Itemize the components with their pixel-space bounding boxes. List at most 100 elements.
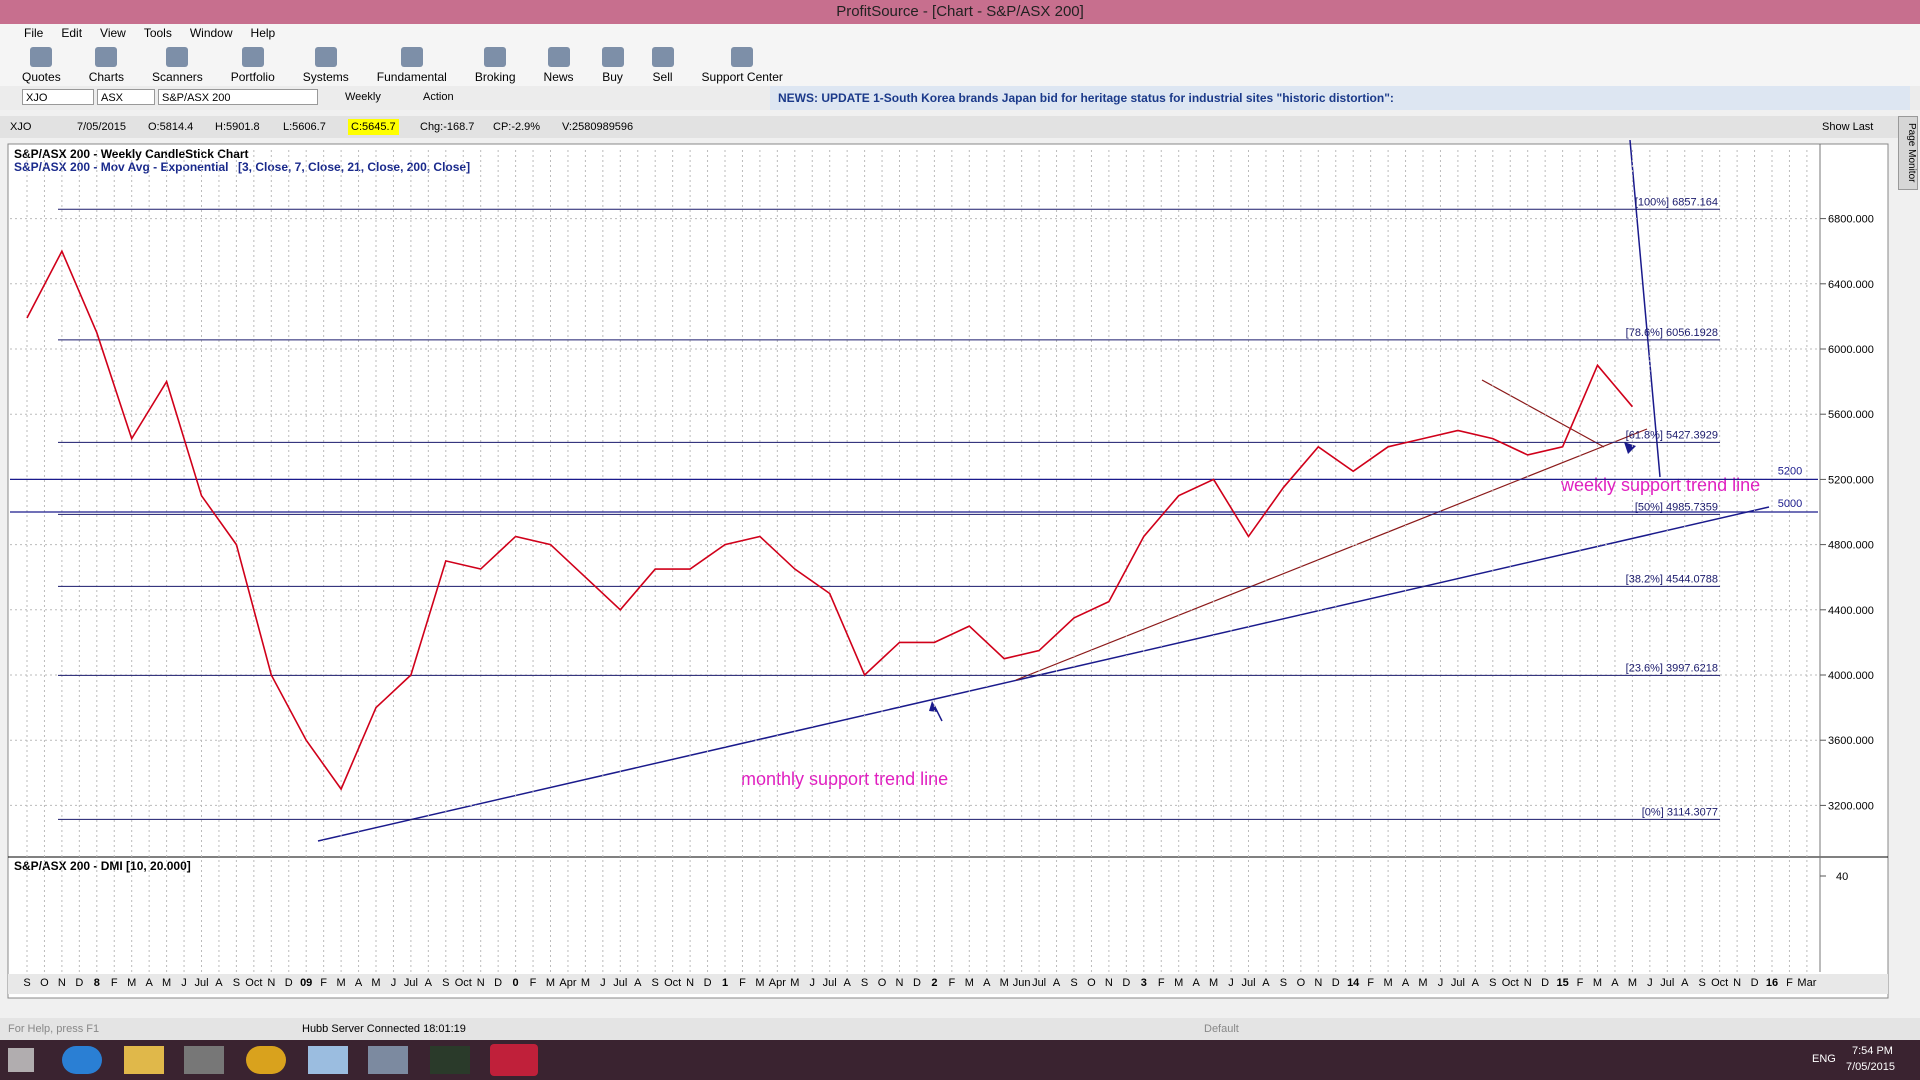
x-tick-label: O bbox=[40, 977, 49, 989]
app-icon[interactable] bbox=[184, 1046, 224, 1074]
app-icon[interactable] bbox=[246, 1046, 286, 1074]
x-tick-label: S bbox=[652, 977, 659, 989]
x-tick-label: 8 bbox=[94, 977, 100, 989]
menu-item[interactable]: Tools bbox=[143, 26, 172, 40]
x-tick-label: F bbox=[739, 977, 746, 989]
tool-label: Broking bbox=[474, 70, 516, 84]
x-tick-label: Jul bbox=[194, 977, 208, 989]
x-tick-label: A bbox=[1472, 977, 1480, 989]
menu-bar: File Edit View Tools Window Help bbox=[0, 24, 1920, 43]
x-tick-label: N bbox=[896, 977, 904, 989]
info-high: H:5901.8 bbox=[215, 121, 260, 133]
x-tick-label: M bbox=[1000, 977, 1009, 989]
tool-label: Support Center bbox=[701, 70, 783, 84]
tool-label: Buy bbox=[602, 70, 623, 84]
x-tick-label: Mar bbox=[1797, 977, 1816, 989]
fib-label: [0%] 3114.3077 bbox=[1642, 806, 1718, 818]
news-ticker[interactable]: NEWS: UPDATE 1-South Korea brands Japan … bbox=[770, 86, 1910, 110]
x-tick-label: D bbox=[913, 977, 921, 989]
x-tick-label: M bbox=[1628, 977, 1637, 989]
menu-item[interactable]: Edit bbox=[61, 26, 83, 40]
info-change: Chg:-168.7 bbox=[420, 121, 475, 133]
tool-icon bbox=[241, 47, 264, 67]
horizontal-label: 5000 bbox=[1778, 498, 1802, 510]
chart-title: S&P/ASX 200 - Weekly CandleStick Chart bbox=[14, 147, 249, 161]
scrollbar[interactable] bbox=[8, 974, 1888, 994]
toolbar-button[interactable]: Sell bbox=[638, 43, 688, 86]
action-menu[interactable]: Action bbox=[423, 91, 454, 103]
menu-item[interactable]: Window bbox=[189, 26, 233, 40]
x-tick-label: N bbox=[686, 977, 694, 989]
info-low: L:5606.7 bbox=[283, 121, 326, 133]
x-tick-label: O bbox=[878, 977, 887, 989]
x-tick-label: J bbox=[391, 977, 397, 989]
tool-label: Sell bbox=[652, 70, 673, 84]
app-icon[interactable] bbox=[62, 1046, 102, 1074]
x-tick-label: Jul bbox=[1032, 977, 1046, 989]
annotation: monthly support trend line bbox=[741, 769, 948, 789]
period-select[interactable]: Weekly bbox=[345, 91, 381, 103]
tool-label: Quotes bbox=[22, 70, 61, 84]
app-icon-active[interactable] bbox=[490, 1044, 538, 1076]
toolbar-button[interactable]: Systems bbox=[289, 43, 363, 86]
x-tick-label: D bbox=[494, 977, 502, 989]
y-tick-label: 6800.000 bbox=[1828, 214, 1874, 226]
tool-label: Fundamental bbox=[376, 70, 447, 84]
toolbar-button[interactable]: Support Center bbox=[688, 43, 797, 86]
menu-item[interactable]: View bbox=[100, 26, 126, 40]
toolbar-button[interactable]: News bbox=[530, 43, 588, 86]
toolbar-button[interactable]: Fundamental bbox=[363, 43, 461, 86]
x-tick-label: M bbox=[337, 977, 346, 989]
toolbar-button[interactable]: Quotes bbox=[8, 43, 75, 86]
status-server: Hubb Server Connected 18:01:19 bbox=[302, 1023, 466, 1035]
exchange-select[interactable]: ASX bbox=[97, 89, 155, 105]
x-tick-label: Oct bbox=[664, 977, 681, 989]
x-tick-label: J bbox=[600, 977, 606, 989]
toolbar-button[interactable]: Portfolio bbox=[217, 43, 289, 86]
info-change-pct: CP:-2.9% bbox=[493, 121, 541, 133]
app-icon[interactable] bbox=[308, 1046, 348, 1074]
x-tick-label: M bbox=[1209, 977, 1218, 989]
symbol-name: S&P/ASX 200 bbox=[158, 89, 318, 105]
x-tick-label: 0 bbox=[513, 977, 519, 989]
symbol-input[interactable]: XJO bbox=[22, 89, 94, 105]
info-close: C:5645.7 bbox=[348, 119, 399, 135]
x-tick-label: O bbox=[1297, 977, 1306, 989]
toolbar-button[interactable]: Charts bbox=[75, 43, 138, 86]
x-tick-label: Apr bbox=[769, 977, 786, 989]
x-tick-label: F bbox=[530, 977, 537, 989]
x-tick-label: M bbox=[965, 977, 974, 989]
tool-icon bbox=[547, 47, 570, 67]
indicator-tick-label: 40 bbox=[1836, 871, 1848, 883]
start-button[interactable] bbox=[8, 1048, 34, 1072]
app-icon[interactable] bbox=[124, 1046, 164, 1074]
app-icon[interactable] bbox=[368, 1046, 408, 1074]
show-last[interactable]: Show Last bbox=[1822, 121, 1874, 133]
chart: S&P/ASX 200 - Weekly CandleStick Chart S… bbox=[7, 140, 1889, 999]
x-tick-label: 16 bbox=[1766, 977, 1778, 989]
tool-label: Scanners bbox=[152, 70, 203, 84]
tool-label: Systems bbox=[302, 70, 349, 84]
x-tick-label: S bbox=[1280, 977, 1287, 989]
x-tick-label: M bbox=[1418, 977, 1427, 989]
toolbar-button[interactable]: Scanners bbox=[138, 43, 217, 86]
page-monitor-tab[interactable]: Page Monitor bbox=[1898, 116, 1918, 190]
x-tick-label: O bbox=[1087, 977, 1096, 989]
toolbar-button[interactable]: Buy bbox=[588, 43, 638, 86]
menu-item[interactable]: File bbox=[24, 26, 44, 40]
app-icon[interactable] bbox=[430, 1046, 470, 1074]
toolbar-button[interactable]: Broking bbox=[461, 43, 530, 86]
y-tick-label: 6000.000 bbox=[1828, 344, 1874, 356]
x-tick-label: A bbox=[425, 977, 433, 989]
x-tick-label: D bbox=[704, 977, 712, 989]
ma-params: [3, Close, 7, Close, 21, Close, 200, Clo… bbox=[238, 160, 470, 174]
x-tick-label: N bbox=[1314, 977, 1322, 989]
x-tick-label: S bbox=[1070, 977, 1077, 989]
x-tick-label: N bbox=[58, 977, 66, 989]
tool-icon bbox=[651, 47, 674, 67]
x-tick-label: N bbox=[477, 977, 485, 989]
menu-item[interactable]: Help bbox=[250, 26, 276, 40]
tool-label: News bbox=[543, 70, 574, 84]
x-tick-label: M bbox=[581, 977, 590, 989]
